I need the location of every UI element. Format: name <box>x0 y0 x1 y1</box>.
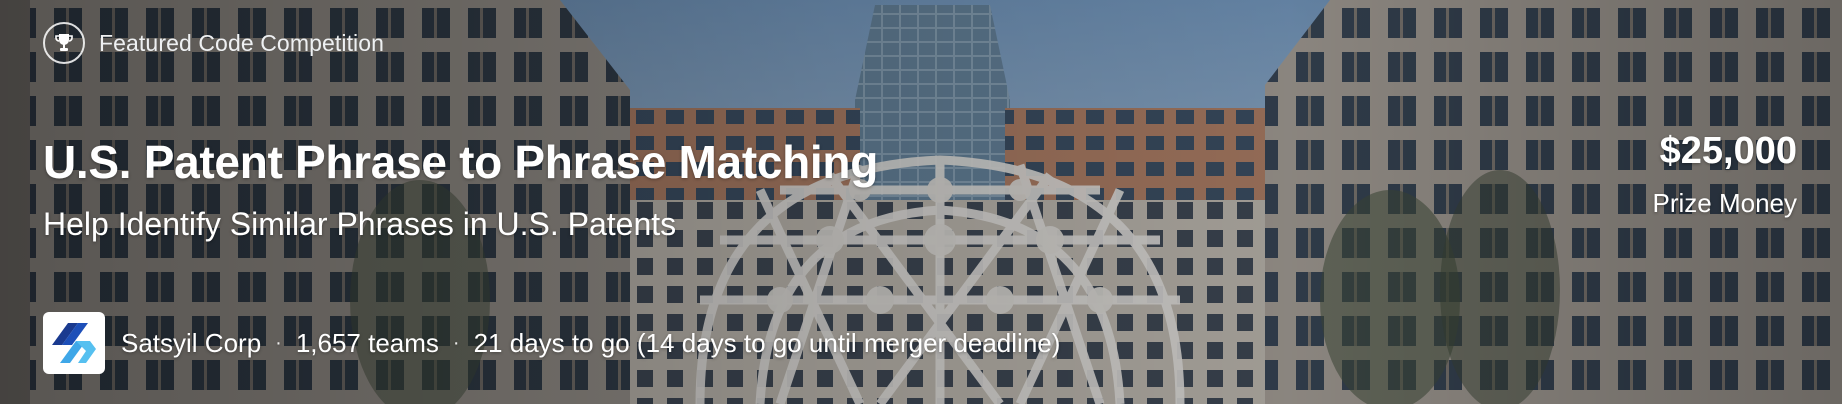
featured-badge: Featured Code Competition <box>43 22 384 64</box>
deadline-text: 21 days to go (14 days to go until merge… <box>474 328 1061 359</box>
meta-separator: · <box>275 332 282 355</box>
team-count: 1,657 teams <box>296 328 439 359</box>
meta-separator: · <box>453 332 460 355</box>
prize-label: Prize Money <box>1653 188 1798 219</box>
competition-title[interactable]: U.S. Patent Phrase to Phrase Matching <box>43 135 878 189</box>
competition-subtitle: Help Identify Similar Phrases in U.S. Pa… <box>43 206 676 243</box>
competition-meta: Satsyil Corp · 1,657 teams · 21 days to … <box>43 312 1060 374</box>
trophy-icon <box>43 22 85 64</box>
host-logo[interactable] <box>43 312 105 374</box>
prize-amount: $25,000 <box>1653 128 1798 174</box>
host-name-link[interactable]: Satsyil Corp <box>121 328 261 359</box>
prize-block: $25,000 Prize Money <box>1653 128 1798 219</box>
badge-label: Featured Code Competition <box>99 30 384 57</box>
